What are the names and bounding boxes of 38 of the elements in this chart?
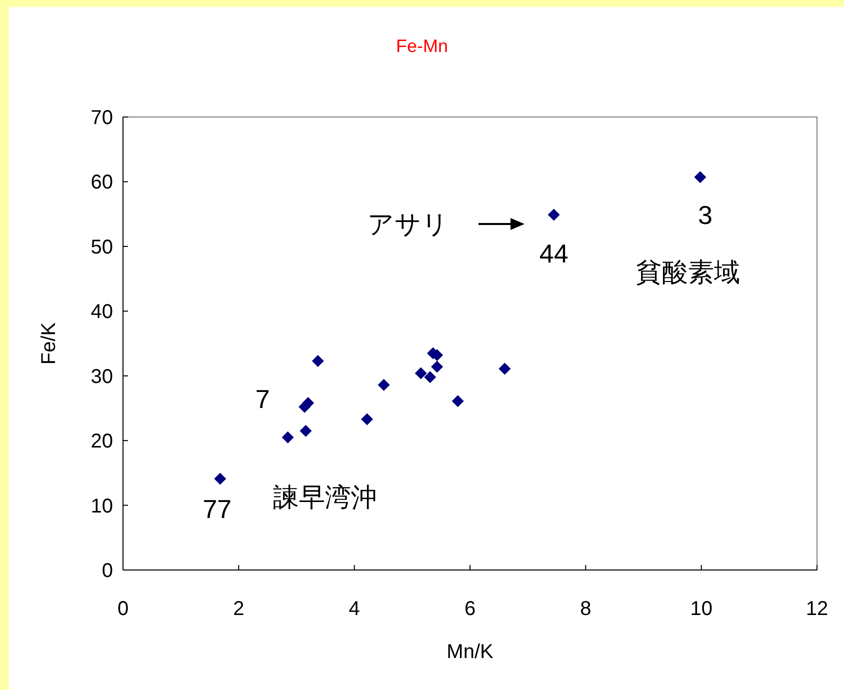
x-tick-label: 0 (117, 598, 129, 620)
y-tick-label: 10 (90, 495, 113, 518)
point (361, 413, 374, 426)
point (282, 431, 294, 444)
y-axis-title: Fe/K (38, 322, 60, 365)
point (431, 360, 444, 373)
point (214, 472, 226, 485)
annotation: 3 (698, 200, 712, 230)
chart-title: Fe-Mn (396, 36, 448, 56)
x-axis-title: Mn/K (446, 641, 494, 663)
y-tick-label: 40 (90, 301, 113, 324)
x-tick-label: 6 (464, 598, 476, 620)
y-tick-label: 50 (90, 236, 113, 258)
x-tick-label: 2 (233, 598, 244, 620)
point (414, 367, 427, 380)
y-tick-label: 60 (90, 172, 113, 194)
point (300, 424, 312, 437)
y-tick-label: 30 (90, 366, 113, 388)
point (312, 354, 324, 367)
annotation: 77 (202, 494, 232, 524)
annotation: 7 (255, 384, 270, 414)
point (498, 362, 511, 375)
annotation: 貧酸素域 (636, 257, 740, 287)
y-tick-label: 70 (90, 107, 113, 129)
annotation: 諫早湾沖 (273, 482, 377, 512)
x-tick-label: 10 (690, 598, 712, 620)
x-tick-label: 4 (348, 598, 360, 620)
x-tick-label: 8 (580, 598, 592, 620)
point (424, 371, 436, 384)
annotation: 44 (539, 238, 568, 269)
point (548, 208, 560, 221)
point (378, 378, 390, 391)
annotation: アサリ (368, 209, 448, 239)
y-tick-label: 20 (90, 430, 113, 453)
point (452, 395, 464, 408)
point (694, 171, 706, 184)
y-tick-label: 0 (102, 560, 113, 582)
x-tick-label: 12 (806, 598, 828, 620)
